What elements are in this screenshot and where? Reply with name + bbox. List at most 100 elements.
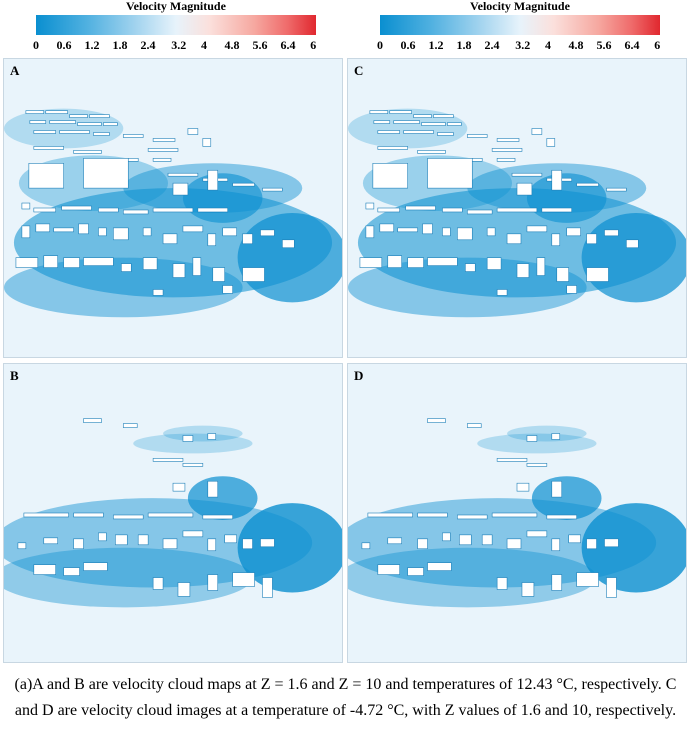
building-footprint [53,227,74,233]
building-footprint [33,564,56,575]
building-footprint [417,512,448,518]
tick-label: 2.4 [140,38,156,52]
building-footprint [466,134,488,138]
building-footprint [516,182,533,196]
tick-label: 0.6 [56,38,72,52]
building-footprint [207,233,217,247]
tick-label: 0 [377,38,383,52]
building-footprint [541,207,572,213]
building-footprint [192,257,202,276]
building-footprint [576,182,599,187]
building-footprint [606,187,627,192]
building-footprint [137,534,149,546]
velocity-wake [4,547,253,608]
building-footprint [33,146,64,150]
tick-label: 4.8 [568,38,584,52]
tick-label: 1.8 [112,38,128,52]
building-footprint [387,255,402,268]
building-footprint [260,229,275,237]
legend-title: Velocity Magnitude [126,0,226,13]
building-footprint [152,458,184,462]
building-footprint [442,227,451,237]
velocity-wake [187,476,258,520]
building-footprint [516,263,530,278]
building-footprint [242,538,253,550]
tick-label: 6.4 [624,38,640,52]
building-footprint [566,227,581,237]
tick-label: 1.8 [456,38,472,52]
building-footprint [21,225,31,239]
building-footprint [465,263,476,272]
building-footprint [459,534,472,546]
building-footprint [576,572,599,587]
velocity-field [4,364,342,662]
tick-label: 1.2 [84,38,100,52]
panel-label: C [354,63,364,78]
building-footprint [182,463,204,467]
building-footprint [113,514,144,520]
building-footprint [427,158,473,189]
building-footprint [516,482,530,492]
building-footprint [43,537,58,545]
building-footprint [466,423,482,428]
building-footprint [122,134,144,138]
building-footprint [457,227,473,241]
building-footprint [17,542,27,550]
building-footprint [73,512,104,518]
building-footprint [466,209,493,215]
building-footprint [98,207,119,213]
building-footprint [162,538,178,550]
building-footprint [531,128,543,135]
building-footprint [207,480,219,498]
building-footprint [427,257,458,266]
building-footprint [413,114,432,118]
building-footprint [177,582,191,597]
velocity-wake [237,503,342,593]
building-footprint [568,534,581,544]
building-footprint [162,233,178,245]
colorbar-ticks: 0 0.6 1.2 1.8 2.4 3.2 4 4.8 5.6 6.4 6 [33,38,316,52]
building-footprint [526,530,548,538]
building-footprint [45,110,68,114]
building-footprint [197,207,228,213]
building-footprint [222,227,237,237]
building-footprint [224,534,237,544]
building-footprint [242,233,253,245]
velocity-wake [581,212,686,303]
building-footprint [69,114,88,118]
building-footprint [122,209,149,215]
building-footprint [152,158,172,162]
building-footprint [367,512,413,518]
velocity-field [348,59,686,357]
building-footprint [442,532,451,542]
building-footprint [417,150,446,154]
velocity-wake [163,425,243,442]
building-footprint [506,538,522,550]
building-footprint [387,537,402,545]
building-footprint [77,122,102,126]
building-footprint [546,514,577,520]
building-footprint [172,263,186,278]
building-footprint [447,122,462,126]
velocity-field [348,364,686,662]
building-footprint [202,514,233,520]
building-footprint [78,223,89,235]
building-footprint [606,577,617,598]
velocity-wake [581,503,686,593]
building-footprint [604,538,619,548]
building-footprint [15,257,39,268]
building-footprint [182,225,204,233]
colorbar [380,15,660,35]
tick-label: 0 [33,38,39,52]
building-footprint [142,227,152,237]
building-footprint [83,158,129,189]
building-footprint [496,458,528,462]
building-footprint [98,532,107,542]
velocity-wake [507,425,587,442]
building-footprint [551,233,561,247]
building-footprint [121,263,132,272]
building-footprint [586,233,597,245]
building-footprint [372,163,408,189]
building-footprint [377,130,400,134]
velocity-wake [237,212,342,303]
